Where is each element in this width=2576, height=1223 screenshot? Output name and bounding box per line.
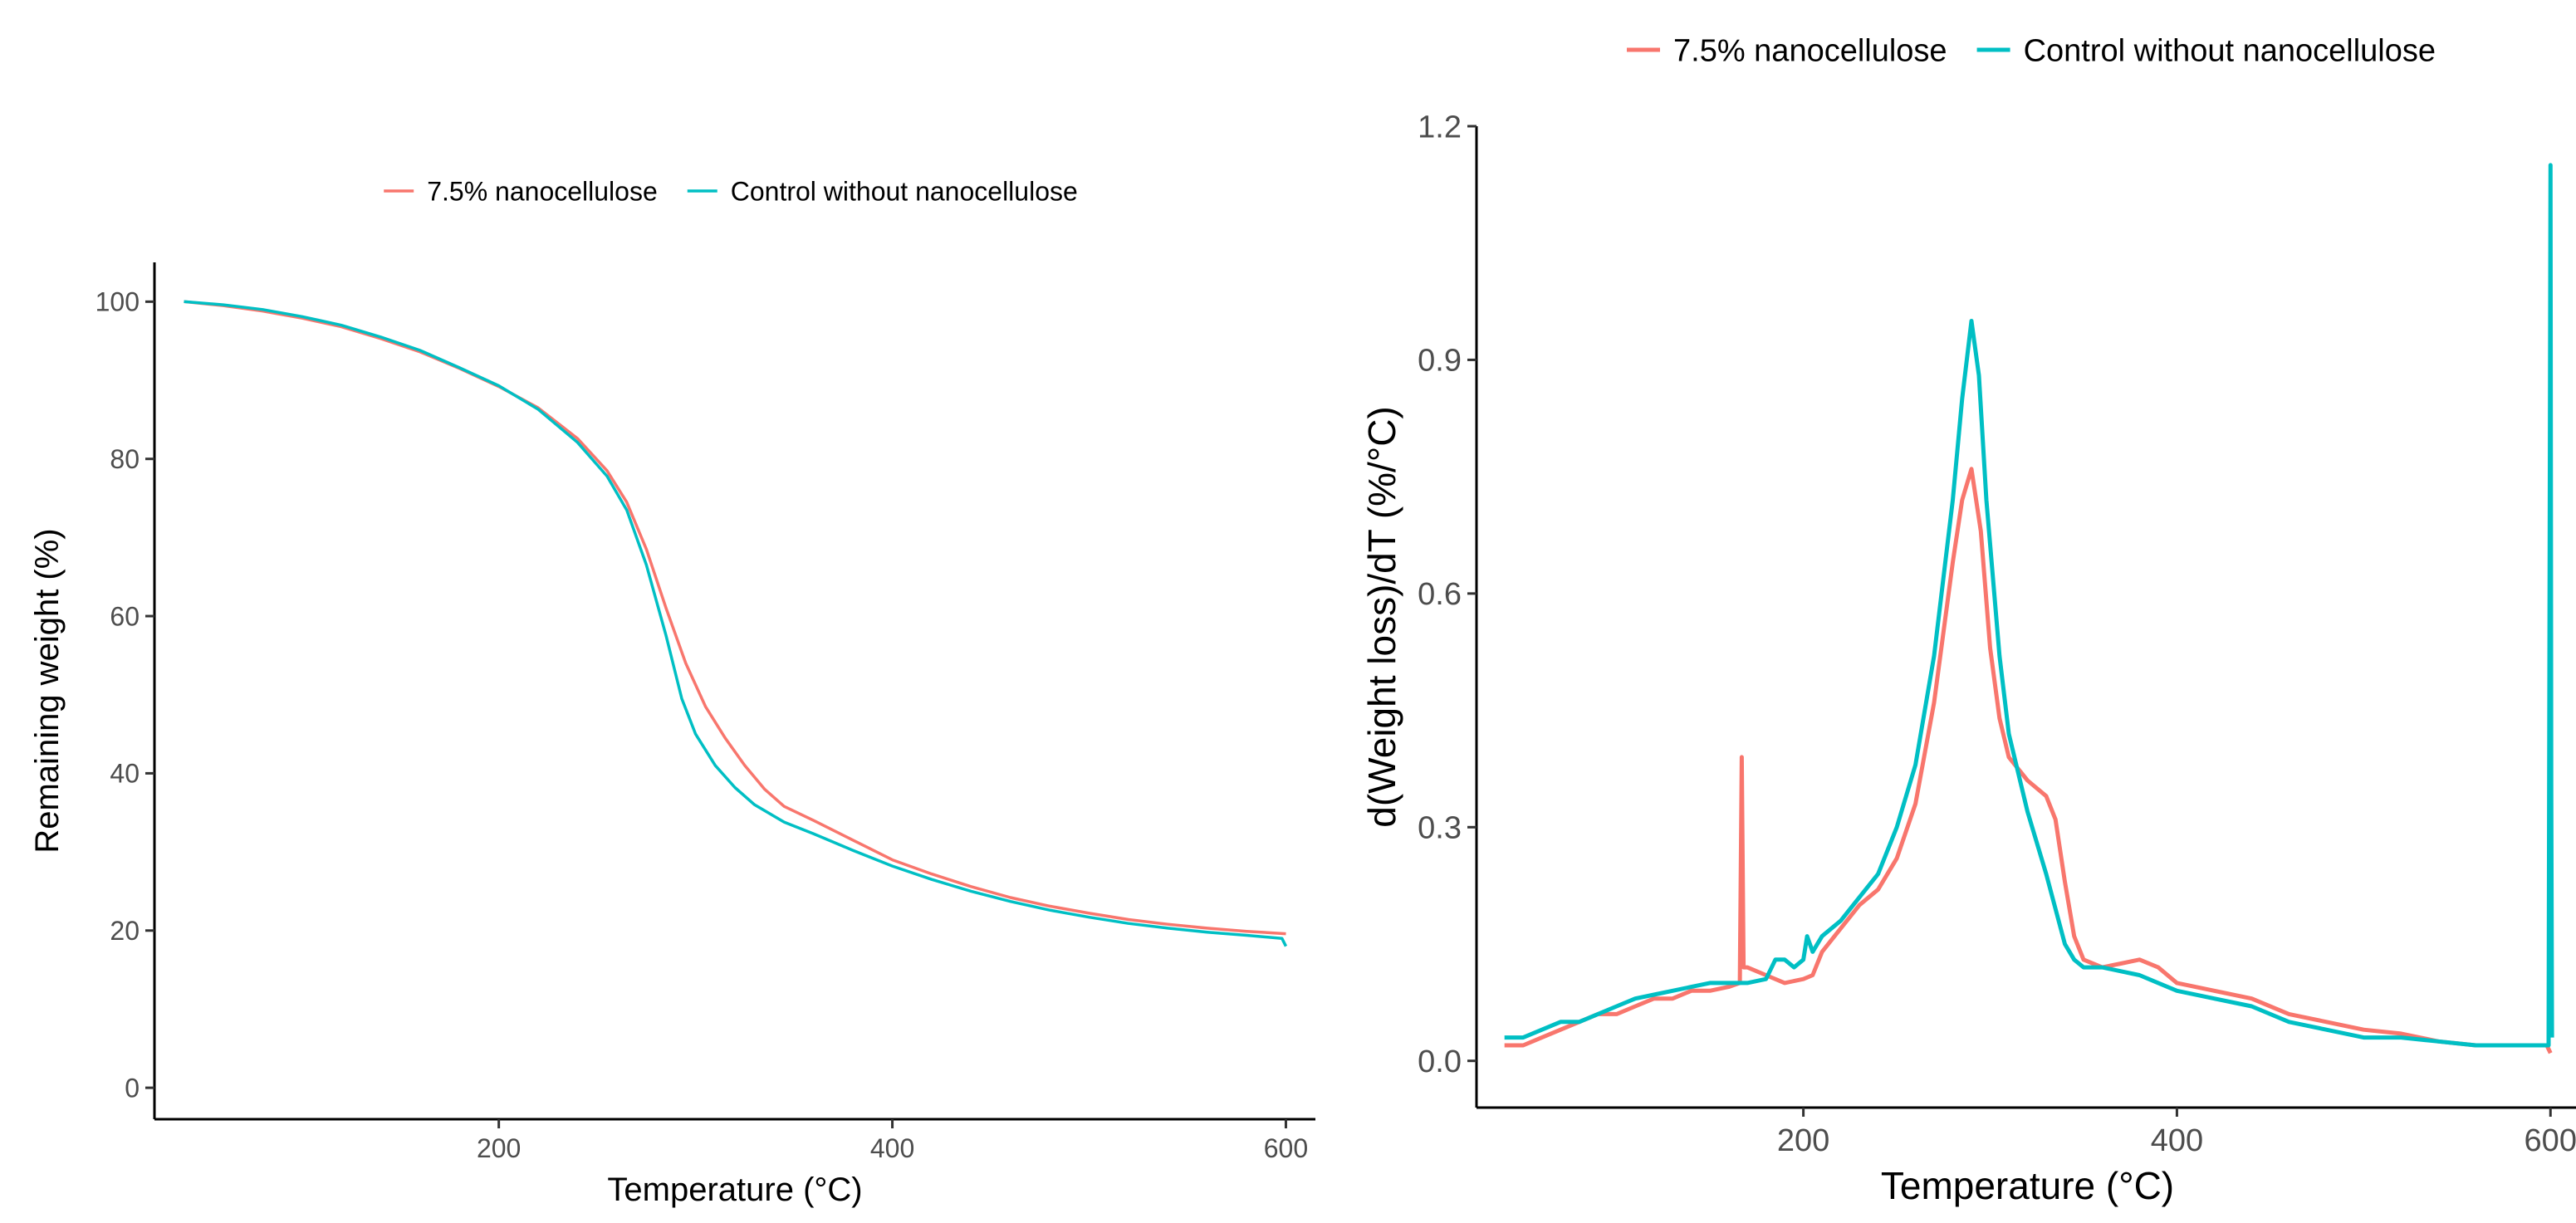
y-axis-title: Remaining weight (%) (29, 528, 66, 853)
y-tick-label: 20 (110, 916, 140, 946)
x-axis-title: Temperature (°C) (607, 1172, 862, 1208)
x-tick-label: 400 (2151, 1123, 2203, 1158)
y-tick-label: 0.6 (1418, 577, 1462, 612)
legend: 7.5% nanocellulose Control without nanoce… (384, 177, 1078, 207)
chart-2: 200 400 600 0.0 0.3 0.6 0.9 1.2 Temperature (°C)… (1360, 34, 2576, 1207)
legend-label-control: Control without nanocellulose (731, 177, 1078, 207)
series-line-control (1504, 163, 2554, 1048)
y-tick-label: 0.3 (1418, 811, 1462, 846)
legend-label-control: Control without nanocellulose (2024, 34, 2436, 69)
y-tick-label: 80 (110, 444, 140, 474)
series-line-nanocellulose (1504, 467, 2553, 1054)
x-tick-label: 200 (1777, 1123, 1829, 1158)
y-axis-title: d(Weight loss)/dT (%/°C) (1360, 406, 1403, 827)
x-tick-label: 600 (1264, 1133, 1308, 1163)
y-tick-label: 60 (110, 601, 140, 631)
y-tick-label: 1.2 (1418, 110, 1462, 144)
y-tick-label: 0.9 (1418, 344, 1462, 379)
legend-label-nanocellulose: 7.5% nanocellulose (427, 177, 658, 207)
legend-label-nanocellulose: 7.5% nanocellulose (1673, 34, 1947, 69)
x-tick-label: 400 (870, 1133, 914, 1163)
legend: 7.5% nanocellulose Control without nanoce… (1627, 34, 2436, 69)
x-axis-title: Temperature (°C) (1881, 1164, 2174, 1207)
y-tick-label: 0.0 (1418, 1044, 1462, 1079)
y-tick-label: 40 (110, 759, 140, 789)
x-tick-label: 600 (2525, 1123, 2576, 1158)
series-line-nanocellulose (184, 300, 1286, 936)
y-tick-label: 0 (125, 1073, 140, 1103)
series-line-control (184, 300, 1288, 947)
chart-1: 200 400 600 0 20 40 60 80 100 Temperature (°C) Rem… (29, 177, 1315, 1208)
y-tick-label: 100 (95, 287, 140, 317)
x-tick-label: 200 (477, 1133, 521, 1163)
